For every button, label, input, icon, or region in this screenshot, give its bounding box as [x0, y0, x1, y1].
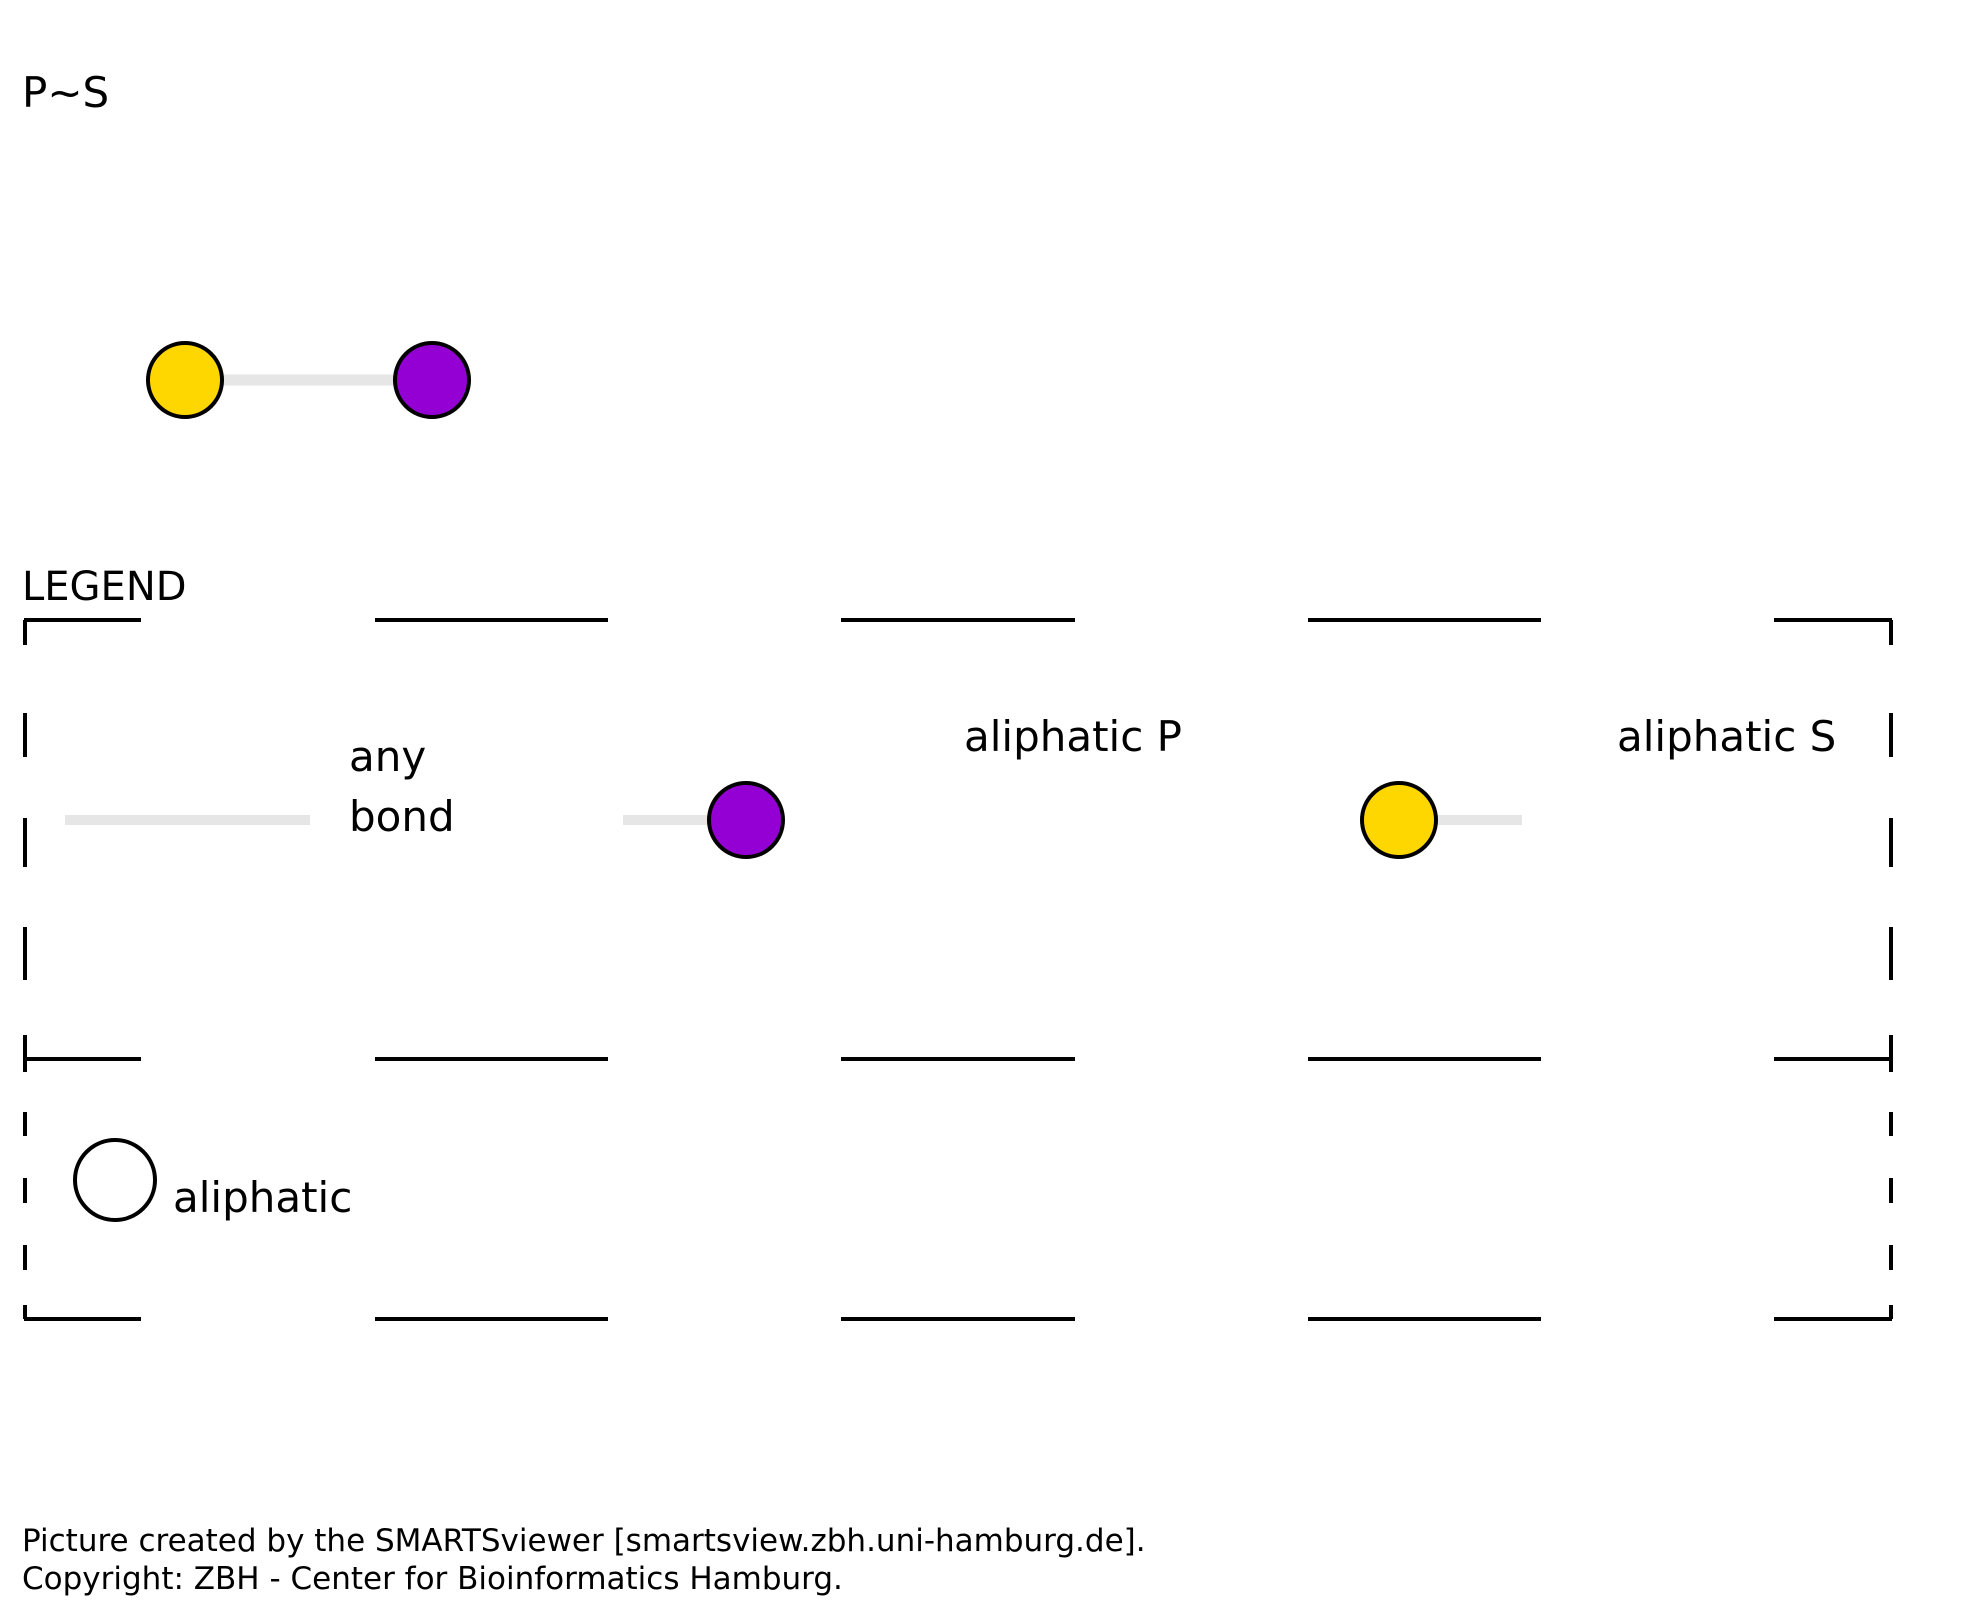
legend-aliphatic-circle-icon [73, 1138, 157, 1222]
phosphorus-atom [393, 341, 471, 419]
legend-frame [23, 618, 1893, 1321]
footer-credit: Picture created by the SMARTSviewer [sma… [22, 1523, 1146, 1559]
legend-aliphatic-p-label: aliphatic P [964, 712, 1182, 761]
footer-copyright: Copyright: ZBH - Center for Bioinformati… [22, 1561, 843, 1597]
legend-aliphatic-label: aliphatic [173, 1173, 352, 1222]
legend-title: LEGEND [22, 564, 187, 610]
legend-aliphatic-s-label: aliphatic S [1617, 712, 1836, 761]
pattern-title: P~S [22, 68, 109, 117]
legend-entry-aliphatic: aliphatic [73, 1138, 352, 1222]
legend-entry-any-bond: any bond [65, 732, 455, 841]
molecule [146, 341, 471, 419]
legend-sulfur-atom [1360, 781, 1438, 859]
legend-any-bond-label-line1: any [349, 732, 426, 781]
sulfur-atom [146, 341, 224, 419]
legend-phosphorus-atom [707, 781, 785, 859]
legend-any-bond-label-line2: bond [349, 792, 455, 841]
legend-entry-aliphatic-p: aliphatic P [623, 712, 1182, 859]
legend-entry-aliphatic-s: aliphatic S [1360, 712, 1836, 859]
